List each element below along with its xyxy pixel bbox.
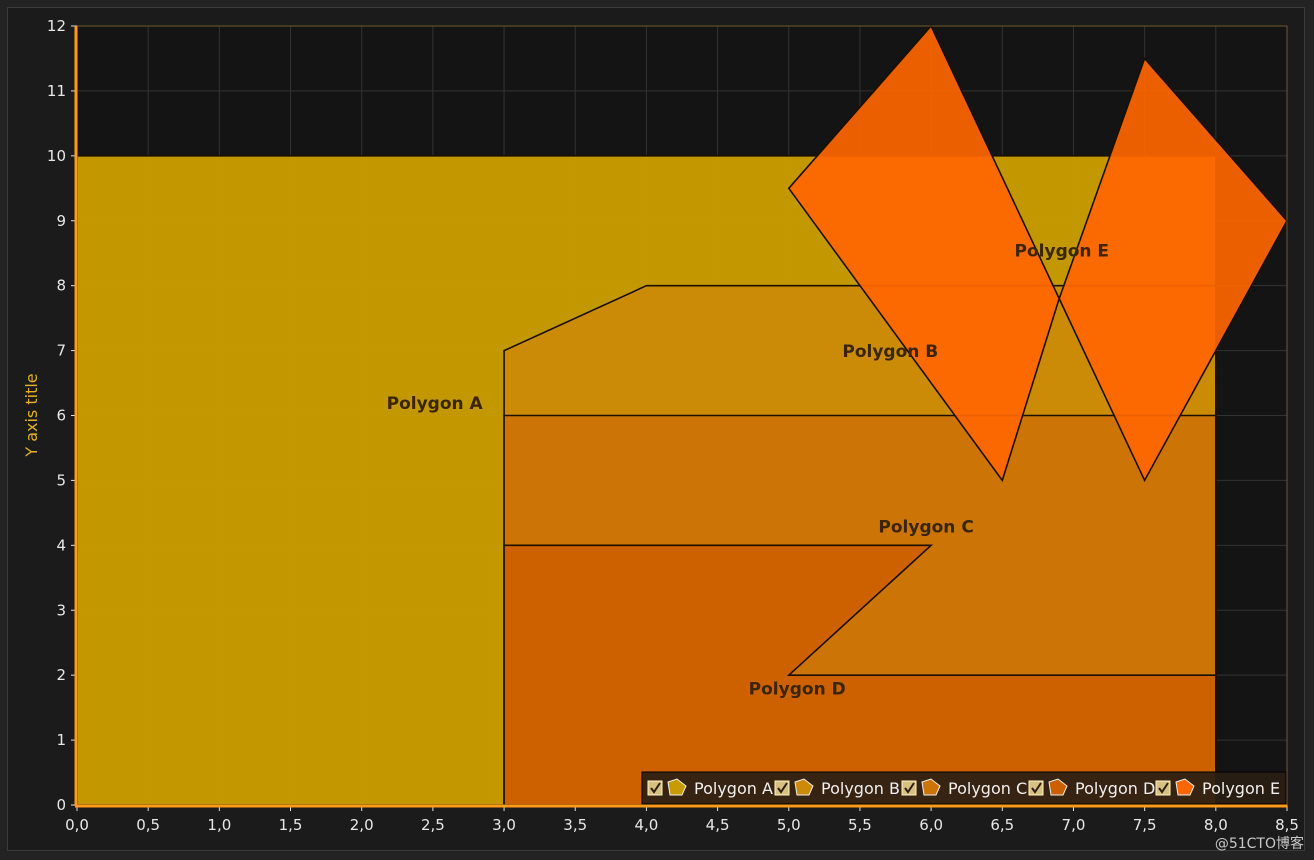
x-tick-label: 4,5 bbox=[706, 816, 730, 834]
x-tick-label: 4,0 bbox=[634, 816, 658, 834]
x-tick-label: 7,0 bbox=[1062, 816, 1086, 834]
x-tick-label: 5,5 bbox=[848, 816, 872, 834]
x-tick-label: 3,5 bbox=[563, 816, 587, 834]
x-tick-label: 0,0 bbox=[65, 816, 89, 834]
x-tick-label: 1,5 bbox=[279, 816, 303, 834]
polygon-e[interactable] bbox=[787, 24, 1288, 483]
plot-border bbox=[76, 25, 1288, 806]
y-tick-label: 1 bbox=[56, 731, 66, 749]
polygon-legend-icon bbox=[667, 778, 687, 796]
y-tick-label: 11 bbox=[47, 82, 66, 100]
y-tick-label: 10 bbox=[47, 147, 66, 165]
x-tick-label: 8,5 bbox=[1275, 816, 1299, 834]
watermark: @51CTO博客 bbox=[1215, 835, 1304, 852]
polygon-label: Polygon D bbox=[749, 680, 846, 700]
x-tick-label: 1,0 bbox=[207, 816, 231, 834]
x-tick-label: 3,0 bbox=[492, 816, 516, 834]
polygon-label: Polygon C bbox=[878, 517, 973, 537]
check-icon bbox=[1158, 782, 1169, 794]
polygon-legend-icon bbox=[1048, 778, 1068, 796]
polygon-label: Polygon E bbox=[1015, 241, 1110, 261]
legend-item-label[interactable]: Polygon D bbox=[1075, 779, 1155, 798]
x-tick-label: 8,0 bbox=[1204, 816, 1228, 834]
check-icon bbox=[1031, 782, 1042, 794]
axes: 0,0 0,5 1,0 1,5 2,0 2,5 3,0 3,5 4,0 4,5 5,0 5,5 6,0 6… bbox=[47, 17, 1299, 834]
legend: Polygon A Polygon B Polygon C Polygon D Poly… bbox=[641, 771, 1287, 805]
legend-item-label[interactable]: Polygon A bbox=[694, 779, 773, 798]
polygon-label: Polygon B bbox=[842, 342, 938, 362]
legend-item-label[interactable]: Polygon B bbox=[821, 779, 900, 798]
check-icon bbox=[777, 782, 788, 794]
polygon-series bbox=[76, 24, 1288, 806]
y-tick-label: 0 bbox=[56, 796, 66, 814]
check-icon bbox=[650, 782, 661, 794]
x-tick-label: 2,0 bbox=[350, 816, 374, 834]
x-tick-label: 0,5 bbox=[136, 816, 160, 834]
check-icon bbox=[904, 782, 915, 794]
polygon-legend-icon bbox=[1175, 778, 1195, 796]
y-axis-title: Y axis title bbox=[22, 373, 41, 457]
y-tick-label: 4 bbox=[56, 536, 66, 554]
y-tick-label: 5 bbox=[56, 471, 66, 489]
polygon-labels: Polygon A Polygon B Polygon C Polygon D Poly… bbox=[387, 241, 1109, 699]
x-tick-label: 7,5 bbox=[1133, 816, 1157, 834]
x-tick-label: 6,5 bbox=[990, 816, 1014, 834]
y-tick-label: 12 bbox=[47, 17, 66, 35]
polygon-legend-icon bbox=[921, 778, 941, 796]
y-tick-label: 8 bbox=[56, 277, 66, 295]
polygon-legend-icon bbox=[794, 778, 814, 796]
y-tick-label: 2 bbox=[56, 666, 66, 684]
x-tick-label: 6,0 bbox=[919, 816, 943, 834]
y-tick-label: 3 bbox=[56, 601, 66, 619]
legend-item-label[interactable]: Polygon C bbox=[948, 779, 1027, 798]
y-tick-label: 6 bbox=[56, 407, 66, 425]
x-tick-label: 5,0 bbox=[777, 816, 801, 834]
y-tick-label: 7 bbox=[56, 342, 66, 360]
x-tick-label: 2,5 bbox=[421, 816, 445, 834]
polygon-label: Polygon A bbox=[387, 394, 484, 414]
legend-item-label[interactable]: Polygon E bbox=[1202, 779, 1280, 798]
y-tick-label: 9 bbox=[56, 212, 66, 230]
